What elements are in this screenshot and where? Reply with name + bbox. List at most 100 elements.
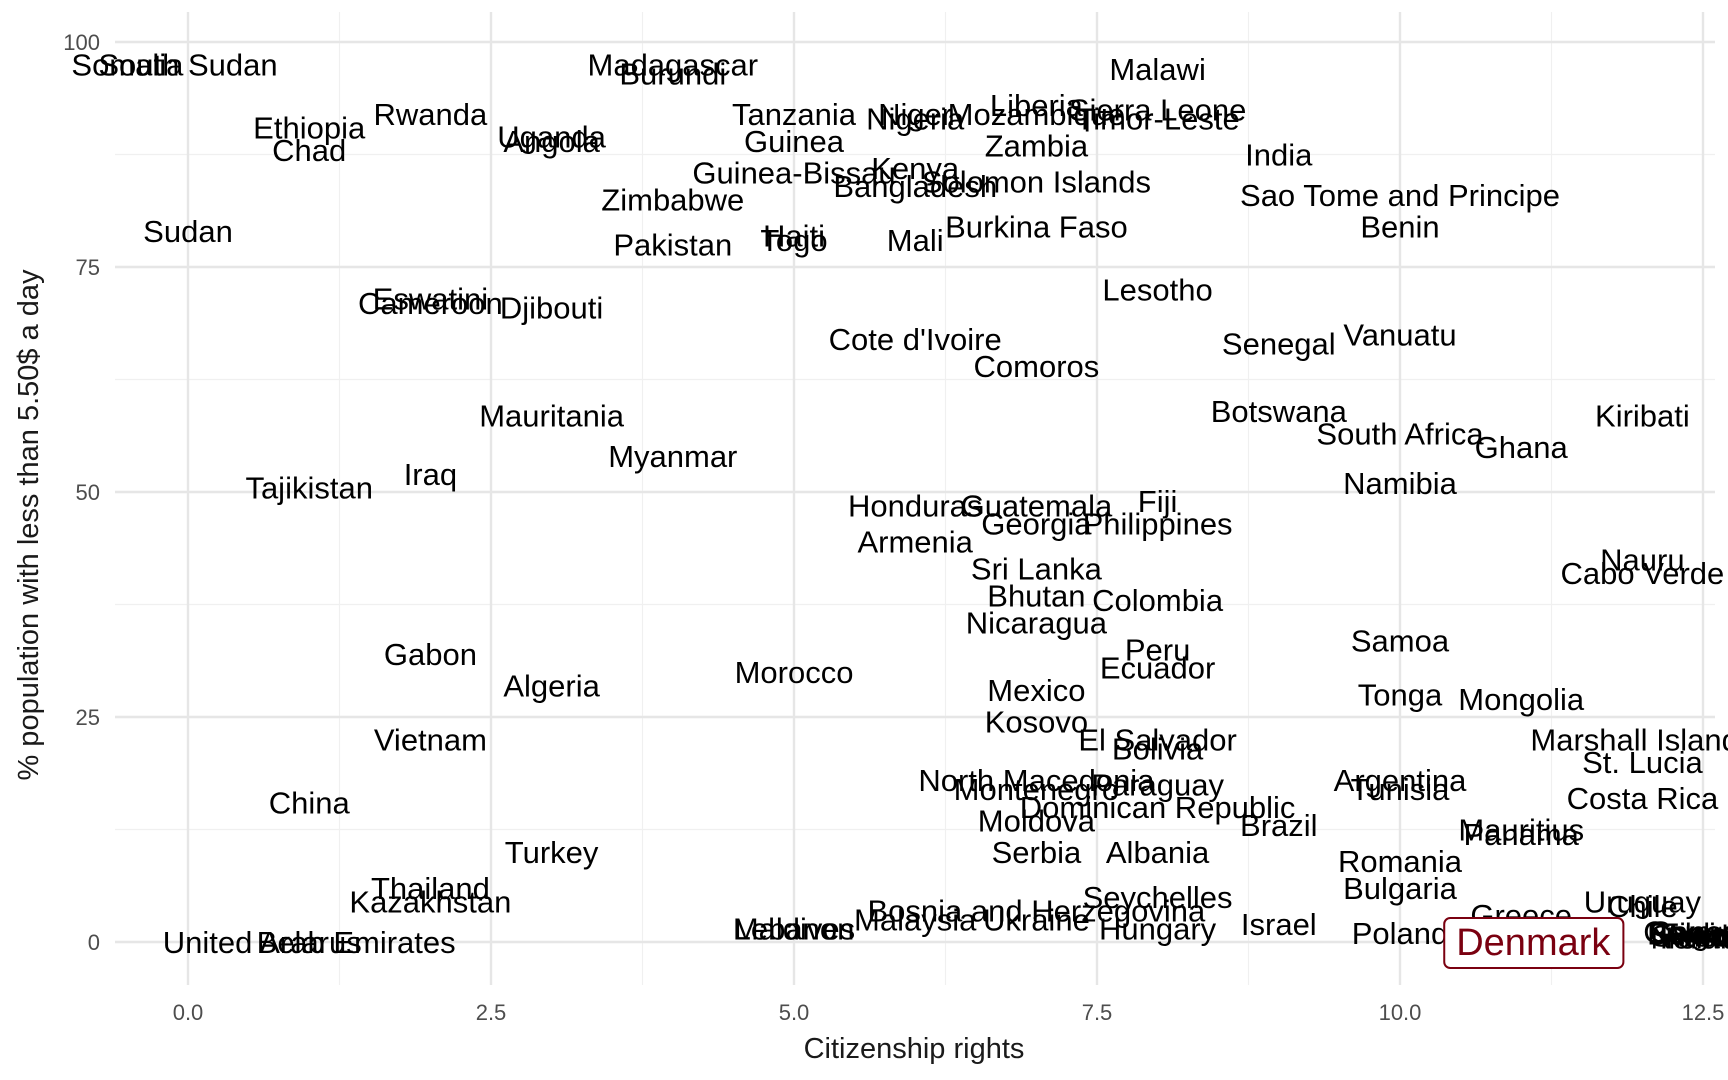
point-label: Somalia [71, 48, 184, 83]
point-label: Niger [878, 97, 952, 132]
point-label: Haiti [763, 219, 825, 254]
point-label: Guatemala [961, 489, 1113, 524]
x-tick-label: 7.5 [1082, 1000, 1113, 1025]
point-label: Honduras [848, 489, 982, 524]
point-label-overlap: Ireland [1660, 921, 1728, 956]
point-label: Zimbabwe [601, 183, 744, 218]
point-label: Uganda [497, 120, 606, 155]
point-label-overlap: Finland [1660, 917, 1728, 952]
y-axis-ticks: 0 25 50 75 100 [63, 30, 100, 955]
point-label: Eswatini [373, 282, 488, 317]
point-label: Sudan [143, 214, 233, 249]
point-label: Brazil [1240, 808, 1318, 843]
point-label: Senegal [1222, 327, 1336, 362]
point-label: Ukraine [983, 903, 1090, 938]
point-label: Mauritius [1458, 813, 1584, 848]
point-label: South Sudan [98, 48, 277, 83]
point-label: Sri Lanka [971, 552, 1103, 587]
point-label: Burkina Faso [945, 210, 1128, 245]
point-label: Maldives [733, 912, 855, 947]
point-label: Vietnam [374, 723, 487, 758]
point-label: Burundi [619, 57, 726, 92]
point-label: Botswana [1211, 394, 1348, 429]
point-label: Myanmar [608, 439, 737, 474]
point-label-overlap: Norway [1650, 921, 1728, 956]
point-label: China [269, 786, 351, 821]
point-label: Panama [1463, 817, 1579, 852]
point-label: Kiribati [1595, 399, 1690, 434]
point-label: Sao Tome and Principe [1240, 178, 1560, 213]
point-label: Peru [1125, 633, 1190, 668]
highlight-box [1443, 917, 1625, 969]
point-label: Ethiopia [253, 111, 366, 146]
point-label: Georgia [981, 507, 1092, 542]
grid [115, 12, 1715, 985]
x-axis-title: Citizenship rights [804, 1033, 1025, 1065]
point-label: Fiji [1138, 484, 1178, 519]
x-tick-label: 2.5 [476, 1000, 507, 1025]
point-label: Madagascar [588, 48, 759, 83]
y-tick-label: 75 [76, 255, 100, 280]
point-label: Montenegro [954, 772, 1119, 807]
point-label: Liberia [990, 88, 1084, 123]
point-label: Belarus [257, 925, 362, 960]
point-label: Rwanda [374, 97, 488, 132]
point-label: Nigeria [866, 102, 965, 137]
point-label: Mauritania [479, 399, 624, 434]
point-label: Cameroon [358, 286, 503, 321]
point-label: North Macedonia [918, 763, 1155, 798]
point-label: Comoros [974, 349, 1100, 384]
point-label: Bolivia [1112, 732, 1204, 767]
point-label: Chad [272, 133, 346, 168]
x-tick-label: 12.5 [1682, 1000, 1725, 1025]
point-label: Nicaragua [966, 606, 1108, 641]
point-label: United Arab Emirates [163, 925, 456, 960]
point-label: Mali [887, 223, 944, 258]
point-label: Lebanon [734, 912, 855, 947]
point-label: Nauru [1600, 543, 1684, 578]
point-label-overlap: Germany [1643, 915, 1728, 950]
point-label: Serbia [992, 835, 1082, 870]
point-label: India [1245, 138, 1313, 173]
point-label: Solomon Islands [922, 165, 1151, 200]
point-label: El Salvador [1078, 723, 1237, 758]
point-label: Ghana [1475, 430, 1569, 465]
point-label: Thailand [371, 871, 490, 906]
point-label: Iraq [404, 457, 457, 492]
point-label: Mexico [987, 673, 1085, 708]
point-label: Israel [1241, 907, 1317, 942]
point-label: Argentina [1334, 763, 1467, 798]
x-tick-label: 0.0 [173, 1000, 204, 1025]
point-label: Tonga [1358, 678, 1443, 713]
point-label: Sierra Leone [1069, 93, 1247, 128]
point-label: Kenya [871, 151, 960, 186]
point-label: Guinea [744, 124, 845, 159]
point-label: Romania [1338, 844, 1463, 879]
x-axis-ticks: 0.0 2.5 5.0 7.5 10.0 12.5 [173, 1000, 1725, 1025]
point-label: Colombia [1092, 583, 1224, 618]
point-label: Morocco [735, 655, 854, 690]
point-label: Zambia [985, 129, 1089, 164]
y-tick-label: 100 [63, 30, 100, 55]
point-label-overlap: Canada [1649, 915, 1728, 950]
point-label: St. Lucia [1582, 745, 1703, 780]
point-label-overlap: Belgium [1647, 917, 1728, 952]
point-label: Malaysia [854, 903, 977, 938]
point-label: Philippines [1083, 507, 1233, 542]
point-label: Poland [1352, 916, 1449, 951]
point-label: Mozambique [948, 97, 1125, 132]
point-label: Costa Rica [1567, 781, 1719, 816]
point-label: Seychelles [1083, 880, 1233, 915]
point-label: Togo [760, 223, 827, 258]
y-tick-label: 50 [76, 480, 100, 505]
point-label: Cabo Verde [1561, 556, 1725, 591]
point-label: Bangladesh [833, 169, 997, 204]
point-label: Timor-Leste [1075, 102, 1239, 137]
point-label: Albania [1106, 835, 1210, 870]
point-label: Moldova [978, 804, 1096, 839]
highlight-text: Denmark [1456, 922, 1611, 964]
point-label: Bosnia and Herzegovina [868, 894, 1207, 929]
point-label: Dominican Republic [1020, 790, 1296, 825]
